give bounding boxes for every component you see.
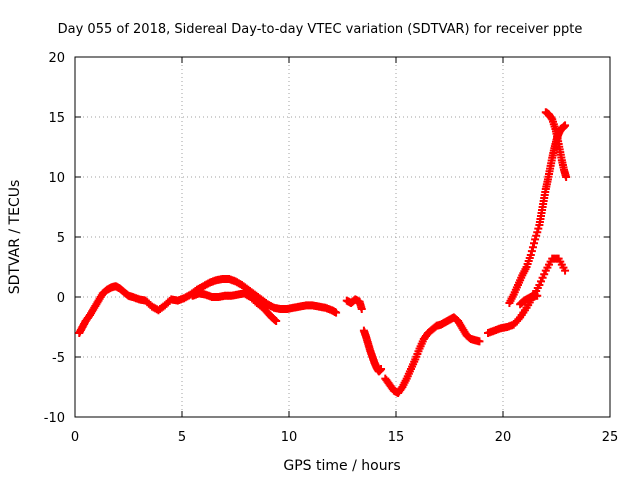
x-tick-label: 0 xyxy=(71,430,79,445)
x-tick-label: 15 xyxy=(388,430,405,445)
y-tick-label: -5 xyxy=(52,351,65,366)
grid xyxy=(75,57,610,417)
series-SDTVAR-arc-6 xyxy=(484,254,570,337)
data-point xyxy=(377,365,386,373)
data-points xyxy=(75,108,571,397)
y-tick-label: 5 xyxy=(57,231,65,246)
x-axis-label: GPS time / hours xyxy=(283,458,400,474)
x-tick-label: 5 xyxy=(178,430,186,445)
data-point xyxy=(528,243,537,252)
data-point xyxy=(526,251,535,259)
series-SDTVAR-arc-4 xyxy=(359,326,386,376)
data-point xyxy=(527,247,536,256)
y-axis-label: SDTVAR / TECUs xyxy=(7,180,23,295)
data-point xyxy=(561,266,570,275)
x-tick-label: 10 xyxy=(281,430,298,445)
y-tick-label: 15 xyxy=(48,111,65,126)
series-SDTVAR-arc-8 xyxy=(516,291,542,309)
data-point xyxy=(530,239,539,248)
series-SDTVAR-arc-2 xyxy=(188,289,281,325)
data-point xyxy=(561,121,570,130)
series-SDTVAR-arc-5 xyxy=(381,313,484,397)
y-tick-label: 10 xyxy=(48,171,65,186)
axis-ticks: 0 5 10 15 20 25 -10 -5 0 5 10 15 20 xyxy=(44,51,619,445)
chart-title: Day 055 of 2018, Sidereal Day-to-day VTE… xyxy=(58,22,583,37)
data-point xyxy=(272,317,281,325)
data-point xyxy=(357,305,366,313)
y-tick-label: 20 xyxy=(48,51,65,66)
data-point xyxy=(533,291,542,300)
series-SDTVAR-arc-3 xyxy=(342,295,366,313)
series-SDTVAR-arc-9 xyxy=(541,108,571,181)
y-tick-label: -10 xyxy=(44,411,65,426)
data-point xyxy=(475,337,484,346)
series-SDTVAR-arc-7 xyxy=(505,121,570,307)
y-tick-label: 0 xyxy=(57,291,65,306)
data-point xyxy=(562,173,571,181)
x-tick-label: 25 xyxy=(602,430,619,445)
x-tick-label: 20 xyxy=(495,430,512,445)
data-point xyxy=(332,308,341,317)
